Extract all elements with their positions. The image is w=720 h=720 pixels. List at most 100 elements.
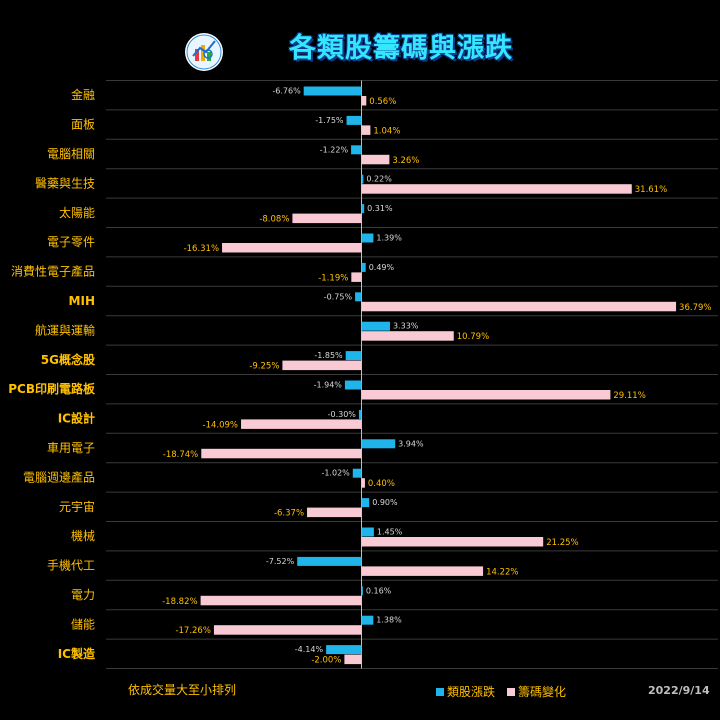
data-label-change: -4.14% [295, 645, 324, 654]
bar-change [361, 527, 374, 537]
bar-chip [361, 537, 544, 547]
chart-legend: 類股漲跌 籌碼變化 [436, 683, 566, 700]
bar-chip [351, 272, 362, 282]
sort-note: 依成交量大至小排列 [128, 683, 237, 697]
category-label: IC製造 [58, 646, 96, 661]
bar-chip [361, 96, 367, 106]
data-label-chip: -2.00% [311, 656, 341, 666]
data-label-chip: -8.08% [259, 215, 289, 225]
bar-chip [361, 390, 611, 400]
data-label-chip: 3.26% [392, 156, 419, 166]
bar-change [361, 174, 364, 184]
bar-chip [361, 566, 484, 576]
bar-change [361, 321, 390, 331]
data-label-change: -0.75% [324, 292, 353, 301]
data-label-change: -1.75% [315, 116, 344, 125]
data-label-chip: 29.11% [613, 391, 645, 401]
bar-change [303, 86, 362, 96]
bar-change [361, 233, 374, 243]
bar-chip [200, 595, 362, 606]
category-label: 電腦週邊產品 [23, 469, 95, 484]
data-label-change: -7.52% [266, 557, 295, 566]
data-label-change: 0.22% [366, 175, 392, 184]
bar-chip [201, 448, 362, 459]
data-label-change: -1.22% [320, 145, 349, 154]
category-label: 消費性電子產品 [11, 264, 95, 279]
bar-change [351, 145, 362, 155]
data-label-chip: 21.25% [546, 538, 578, 548]
data-label-change: -1.94% [314, 381, 343, 390]
bar-chip [361, 331, 454, 341]
data-label-change: -1.02% [321, 469, 350, 478]
data-label-chip: -18.74% [163, 450, 198, 460]
data-label-change: -1.85% [314, 351, 343, 360]
bar-change [352, 468, 362, 478]
data-label-change: -6.76% [272, 87, 301, 96]
chart-date: 2022/9/14 [648, 684, 710, 697]
data-label-change: 0.16% [366, 586, 392, 595]
legend-label-chip: 籌碼變化 [518, 685, 567, 699]
category-label: 太陽能 [59, 205, 95, 220]
data-label-change: 0.31% [367, 204, 393, 213]
data-label-chip: 1.04% [373, 126, 400, 136]
category-label: 儲能 [71, 617, 95, 631]
legend-label-change: 類股漲跌 [447, 685, 496, 699]
bar-change [326, 645, 362, 655]
data-label-chip: -1.19% [318, 273, 348, 283]
bar-change [361, 586, 363, 596]
category-label: 醫藥與生技 [35, 176, 95, 190]
category-label: 面板 [71, 118, 95, 132]
data-label-chip: -6.37% [274, 509, 304, 519]
data-label-change: 1.45% [377, 528, 403, 537]
chart-title: 各類股籌碼與漲跌 [289, 33, 513, 64]
data-label-chip: -14.09% [203, 420, 238, 430]
data-label-chip: -16.31% [184, 244, 219, 254]
bar-chip [241, 419, 362, 429]
bar-change [297, 556, 362, 566]
category-label: MIH [69, 294, 95, 308]
data-label-change: 0.49% [369, 263, 395, 272]
bar-change [361, 439, 396, 449]
bar-change [361, 615, 374, 625]
data-label-chip: 10.79% [457, 332, 489, 342]
bar-change [361, 262, 366, 272]
bar-chip [361, 301, 677, 312]
category-label: 車用電子 [47, 441, 95, 455]
bar-change [358, 409, 362, 419]
bar-change [346, 115, 362, 125]
category-label: 手機代工 [47, 558, 95, 573]
category-label: 電腦相關 [47, 146, 95, 161]
data-label-change: 1.39% [376, 234, 402, 243]
category-label: PCB印刷電路板 [8, 381, 96, 396]
bar-change [344, 380, 362, 390]
data-label-chip: 31.61% [635, 185, 667, 195]
bar-chip [344, 654, 362, 665]
legend-swatch-chip [507, 687, 516, 696]
data-label-change: 0.90% [372, 498, 398, 507]
category-label: 電力 [71, 588, 95, 602]
brand-logo [184, 32, 224, 72]
data-label-chip: 14.22% [486, 567, 518, 577]
legend-swatch-change [436, 687, 444, 696]
bar-change [361, 498, 370, 508]
bar-chip [292, 213, 362, 224]
bar-chip [222, 243, 362, 253]
data-label-change: 3.33% [393, 322, 419, 331]
bar-chip [282, 360, 362, 371]
bar-chip [213, 625, 362, 635]
data-label-change: -0.30% [328, 410, 357, 419]
bar-change [355, 292, 362, 302]
data-label-chip: 0.56% [369, 97, 396, 107]
data-label-chip: 36.79% [679, 303, 711, 313]
category-label: 航運與運輸 [35, 322, 95, 337]
bar-change [361, 204, 365, 214]
category-label: 機械 [71, 528, 95, 543]
category-label: 金融 [71, 87, 95, 102]
data-label-change: 3.94% [398, 439, 424, 448]
bar-chip [361, 478, 365, 488]
data-label-change: 1.38% [376, 616, 402, 625]
category-label: 電子零件 [47, 235, 95, 249]
data-label-chip: -17.26% [175, 626, 210, 636]
bar-chip [361, 125, 371, 135]
